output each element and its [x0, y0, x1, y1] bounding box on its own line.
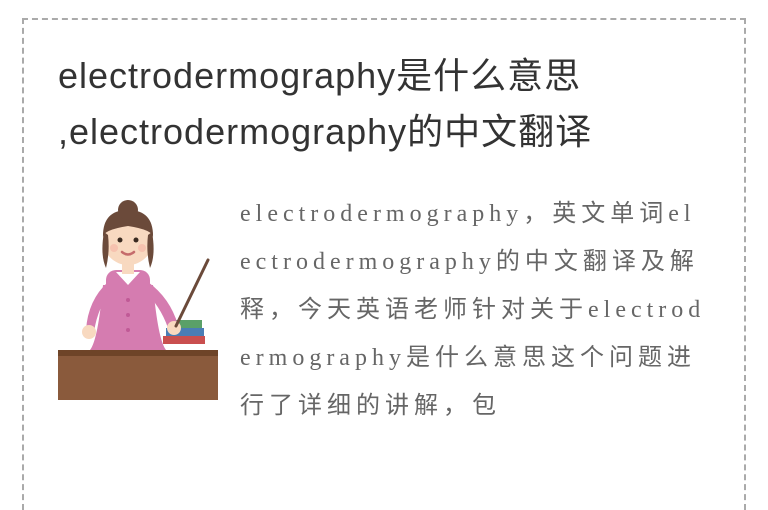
title-line-2: ,electrodermography的中文翻译 [58, 111, 592, 152]
dashed-card: electrodermography是什么意思 ,electrodermogra… [22, 18, 746, 510]
article-title: electrodermography是什么意思 ,electrodermogra… [58, 48, 710, 160]
title-line-1: electrodermography是什么意思 [58, 55, 581, 96]
content-row: electrodermography，英文单词electrodermograph… [58, 190, 710, 430]
article-body: electrodermography，英文单词electrodermograph… [240, 190, 710, 430]
teacher-illustration [58, 190, 218, 400]
